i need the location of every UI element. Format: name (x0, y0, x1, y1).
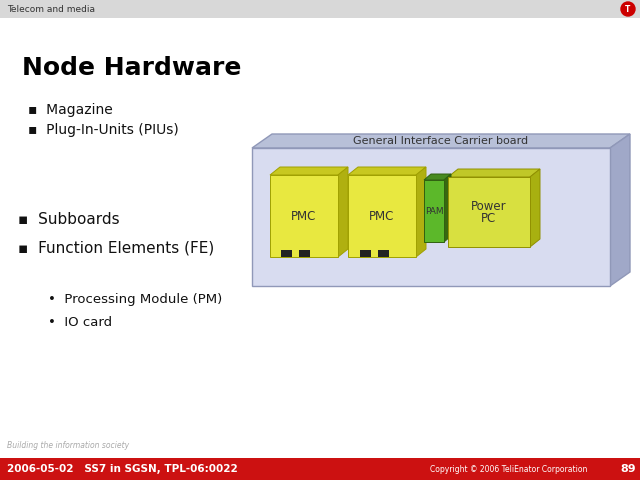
Text: Node Hardware: Node Hardware (22, 56, 241, 80)
Text: ▪  Subboards: ▪ Subboards (18, 213, 120, 228)
Bar (0, 458, 640, 480)
Text: Building the information society: Building the information society (7, 442, 129, 451)
Text: ▪  Magazine: ▪ Magazine (28, 103, 113, 117)
Bar (448, 177, 530, 247)
Polygon shape (610, 134, 630, 286)
Polygon shape (444, 174, 451, 242)
Polygon shape (270, 167, 348, 175)
Text: 89: 89 (620, 464, 636, 474)
Bar (378, 250, 389, 257)
Polygon shape (530, 169, 540, 247)
Polygon shape (424, 174, 451, 180)
Text: Telecom and media: Telecom and media (7, 4, 95, 13)
Circle shape (621, 2, 635, 16)
Bar (424, 180, 444, 242)
Text: ▪  Plug-In-Units (PIUs): ▪ Plug-In-Units (PIUs) (28, 123, 179, 137)
Text: General Interface Carrier board: General Interface Carrier board (353, 136, 529, 146)
Text: •  Processing Module (PM): • Processing Module (PM) (48, 293, 222, 307)
Bar (281, 250, 292, 257)
Bar (252, 148, 610, 286)
Text: •  IO card: • IO card (48, 316, 112, 329)
Polygon shape (348, 167, 426, 175)
Polygon shape (448, 169, 540, 177)
Bar (0, 0, 640, 18)
Text: 2006-05-02   SS7 in SGSN, TPL-06:0022: 2006-05-02 SS7 in SGSN, TPL-06:0022 (7, 464, 237, 474)
Polygon shape (416, 167, 426, 257)
Text: Copyright © 2006 TeliEnator Corporation: Copyright © 2006 TeliEnator Corporation (430, 465, 588, 473)
Bar (348, 175, 416, 257)
Text: PC: PC (481, 213, 497, 226)
Polygon shape (338, 167, 348, 257)
Text: T: T (625, 4, 630, 13)
Bar (360, 250, 371, 257)
Text: ▪  Function Elements (FE): ▪ Function Elements (FE) (18, 240, 214, 255)
Bar (299, 250, 310, 257)
Text: PAM: PAM (425, 206, 444, 216)
Text: PMC: PMC (291, 209, 317, 223)
Text: PMC: PMC (369, 209, 395, 223)
Bar (270, 175, 338, 257)
Text: Power: Power (471, 201, 507, 214)
Polygon shape (252, 134, 630, 148)
